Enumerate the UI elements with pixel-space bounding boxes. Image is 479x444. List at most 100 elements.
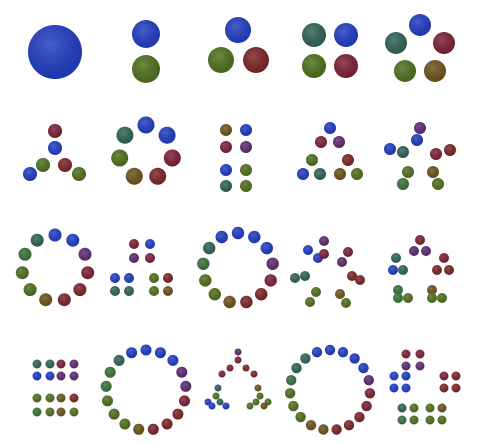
circle-shade <box>242 364 250 372</box>
ring-circle-shade <box>30 233 44 247</box>
ring-circle-shade <box>300 353 311 364</box>
cell-pentagon-5 <box>385 14 455 82</box>
ring-circle-shade <box>179 395 190 407</box>
circle-shade <box>212 392 220 400</box>
cell-pair-2 <box>132 20 160 83</box>
circle-shade <box>124 286 134 296</box>
cell-ring-13 <box>197 226 279 309</box>
ring-circle-shade <box>199 274 212 287</box>
circle-shade <box>415 235 425 245</box>
ring-circle-shade <box>161 418 173 430</box>
circle-shade <box>69 407 79 417</box>
ring-circle-shade <box>18 247 32 261</box>
ring-circle-shade <box>180 380 192 392</box>
circle-shade <box>427 166 439 178</box>
circle-shade <box>254 384 262 392</box>
circle-shade <box>124 273 134 283</box>
circle-shade <box>311 287 321 297</box>
circle-shade <box>401 383 411 393</box>
circle-shade <box>69 393 79 403</box>
circle-shade <box>355 275 365 285</box>
ring-circle-shade <box>78 247 92 261</box>
circle-shade <box>430 148 442 160</box>
ring-circle-shade <box>176 366 188 378</box>
circle-shade <box>208 402 216 410</box>
circle-shade <box>427 285 437 295</box>
cell-quad-clusters-16 <box>32 359 79 417</box>
ring-circle-shade <box>318 424 329 435</box>
circle-shade <box>421 246 431 256</box>
circle-shade <box>48 124 62 138</box>
circle-shade <box>324 122 336 134</box>
circle-shade <box>402 166 414 178</box>
circle-shade <box>149 286 159 296</box>
ring-circle-shade <box>266 257 279 270</box>
circle-shade <box>437 293 447 303</box>
ring-circle-shade <box>284 388 296 399</box>
circle-shade <box>240 164 252 176</box>
circle-shade <box>225 17 251 43</box>
ring-circle-shade <box>337 347 349 358</box>
circle-shade <box>163 286 173 296</box>
ring-circle-shade <box>113 354 125 366</box>
ring-circle-shade <box>291 362 302 374</box>
circle-shade <box>72 167 86 181</box>
circle-shade <box>145 239 155 249</box>
ring-circle-shade <box>203 241 216 255</box>
ring-circle-shade <box>305 420 317 431</box>
circle-shade <box>337 257 347 267</box>
circle-shade <box>425 403 435 413</box>
circle-shade <box>414 122 426 134</box>
circle-shade <box>415 361 425 371</box>
circle-shade <box>220 180 232 192</box>
ring-circle-shade <box>364 388 376 399</box>
circle-shade <box>397 146 409 158</box>
cell-pyramid-9 <box>297 122 363 180</box>
circle-shade <box>132 20 160 48</box>
ring-circle-shade <box>223 295 236 309</box>
ring-circle-shade <box>264 274 277 287</box>
ring-circle-shade <box>172 408 184 420</box>
circle-shade <box>393 293 403 303</box>
ring-circle-shade <box>295 411 306 423</box>
circle-shade <box>451 371 461 381</box>
circle-shade <box>306 154 318 166</box>
ring-circle-shade <box>361 400 372 412</box>
circle-shade <box>437 415 447 425</box>
ring-circle-shade <box>331 424 342 435</box>
ring-circle-shade <box>349 353 360 364</box>
circle-shade <box>226 364 234 372</box>
cell-ring-11 <box>15 228 95 307</box>
circle-shade <box>334 168 346 180</box>
ring-circle-shade <box>208 288 221 301</box>
circle-shade <box>415 349 425 359</box>
ring-circle-shade <box>126 347 138 359</box>
cell-clusters-12 <box>110 239 173 296</box>
circle-shade <box>334 54 358 78</box>
circle-shade <box>220 141 232 153</box>
circle-shade <box>302 23 326 47</box>
circle-shade <box>411 134 423 146</box>
cell-star-sparse-14 <box>290 236 365 308</box>
cell-single-1 <box>28 25 82 79</box>
circle-shade <box>222 402 230 410</box>
circle-shade <box>314 168 326 180</box>
ring-circle-shade <box>197 257 210 270</box>
ring-circle-shade <box>81 266 95 280</box>
circle-shade <box>451 383 461 393</box>
circle-shade <box>252 398 260 406</box>
circle-shade <box>444 144 456 156</box>
ring-circle-shade <box>140 344 152 356</box>
circle-shade <box>409 14 431 36</box>
ring-circle-shade <box>57 293 71 307</box>
circle-shade <box>385 32 407 54</box>
circle-shade <box>315 136 327 148</box>
cell-ring-19 <box>284 344 376 435</box>
cell-tri-clusters-18 <box>204 348 272 410</box>
circle-shade <box>409 415 419 425</box>
circle-shade <box>45 371 55 381</box>
ring-circle-shade <box>231 226 245 240</box>
circle-shade <box>319 236 329 246</box>
circle-shade <box>163 273 173 283</box>
